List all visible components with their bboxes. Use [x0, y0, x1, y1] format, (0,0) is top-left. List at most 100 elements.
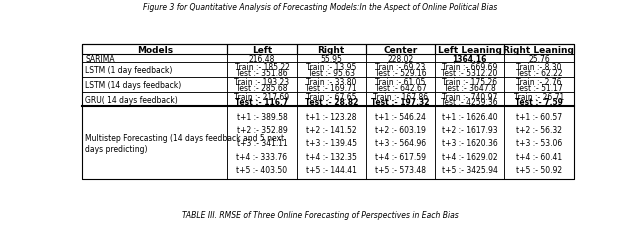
- Bar: [296, 55, 366, 63]
- Bar: [296, 107, 366, 180]
- Text: t+4 :- 1629.02: t+4 :- 1629.02: [442, 152, 497, 161]
- Text: SARIMA: SARIMA: [86, 54, 115, 63]
- Text: t+2 :- 1617.93: t+2 :- 1617.93: [442, 126, 497, 135]
- Bar: [366, 92, 435, 107]
- Text: t+1 :- 389.58: t+1 :- 389.58: [237, 112, 287, 121]
- Text: t+4 :- 132.35: t+4 :- 132.35: [306, 152, 356, 161]
- Bar: [504, 55, 573, 63]
- Text: Models: Models: [137, 45, 173, 54]
- Bar: [83, 92, 227, 107]
- Text: Test :- 197.32: Test :- 197.32: [371, 98, 429, 107]
- Text: t+1 :- 60.57: t+1 :- 60.57: [516, 112, 562, 121]
- Bar: [366, 107, 435, 180]
- Text: t+4 :- 60.41: t+4 :- 60.41: [516, 152, 562, 161]
- Text: Right Leaning: Right Leaning: [504, 45, 574, 54]
- Text: t+4 :- 333.76: t+4 :- 333.76: [236, 152, 287, 161]
- Bar: [435, 77, 504, 92]
- Text: Test :- 529.16: Test :- 529.16: [374, 68, 426, 77]
- Text: t+1 :- 546.24: t+1 :- 546.24: [375, 112, 426, 121]
- Text: Train :- 740.97: Train :- 740.97: [442, 92, 497, 101]
- Text: Test :- 169.71: Test :- 169.71: [305, 83, 357, 92]
- Text: 55.95: 55.95: [320, 54, 342, 63]
- Bar: [227, 63, 296, 77]
- Bar: [504, 45, 573, 55]
- Text: Test :- 4259.36: Test :- 4259.36: [442, 98, 498, 107]
- Bar: [296, 77, 366, 92]
- Text: TABLE III. RMSE of Three Online Forecasting of Perspectives in Each Bias: TABLE III. RMSE of Three Online Forecast…: [182, 210, 458, 219]
- Bar: [227, 77, 296, 92]
- Text: t+3 :- 341.11: t+3 :- 341.11: [237, 139, 287, 148]
- Bar: [504, 77, 573, 92]
- Text: t+2 :- 352.89: t+2 :- 352.89: [237, 126, 287, 135]
- Bar: [296, 45, 366, 55]
- Text: Train :- 67.65: Train :- 67.65: [306, 92, 356, 101]
- Text: Left Leaning: Left Leaning: [438, 45, 502, 54]
- Text: Test :- 7.59: Test :- 7.59: [515, 98, 563, 107]
- Text: t+2 :- 141.52: t+2 :- 141.52: [306, 126, 356, 135]
- Text: t+3 :- 1620.36: t+3 :- 1620.36: [442, 139, 497, 148]
- Text: Figure 3 for Quantitative Analysis of Forecasting Models:In the Aspect of Online: Figure 3 for Quantitative Analysis of Fo…: [143, 3, 497, 12]
- Text: Train :- 61.05: Train :- 61.05: [375, 77, 426, 86]
- Bar: [504, 92, 573, 107]
- Text: LSTM (1 day feedback): LSTM (1 day feedback): [86, 65, 173, 74]
- Text: t+5 :- 144.41: t+5 :- 144.41: [306, 165, 356, 174]
- Text: Train :- 69.23: Train :- 69.23: [375, 63, 426, 72]
- Bar: [296, 92, 366, 107]
- Text: Train :- 217.69: Train :- 217.69: [234, 92, 289, 101]
- Text: Test :- 3647.8: Test :- 3647.8: [444, 83, 495, 92]
- Bar: [296, 63, 366, 77]
- Text: Left: Left: [252, 45, 272, 54]
- Text: t+1 :- 123.28: t+1 :- 123.28: [306, 112, 356, 121]
- Text: LSTM (14 days feedback): LSTM (14 days feedback): [86, 80, 182, 89]
- Bar: [227, 55, 296, 63]
- Text: Test :- 285.68: Test :- 285.68: [236, 83, 288, 92]
- Text: Train :- 8.30: Train :- 8.30: [516, 63, 562, 72]
- Text: Train :- 26.71: Train :- 26.71: [514, 92, 564, 101]
- Bar: [366, 45, 435, 55]
- Bar: [83, 45, 573, 180]
- Bar: [83, 55, 227, 63]
- Text: t+5 :- 50.92: t+5 :- 50.92: [516, 165, 562, 174]
- Bar: [504, 63, 573, 77]
- Text: t+3 :- 139.45: t+3 :- 139.45: [306, 139, 356, 148]
- Text: t+2 :- 603.19: t+2 :- 603.19: [375, 126, 426, 135]
- Text: t+3 :- 564.96: t+3 :- 564.96: [375, 139, 426, 148]
- Text: t+1 :- 1626.40: t+1 :- 1626.40: [442, 112, 497, 121]
- Text: Multistep Forecasting (14 days feedback and 5 next
days predicting): Multistep Forecasting (14 days feedback …: [86, 133, 285, 153]
- Text: t+5 :- 3425.94: t+5 :- 3425.94: [442, 165, 498, 174]
- Text: Center: Center: [383, 45, 417, 54]
- Text: t+5 :- 573.48: t+5 :- 573.48: [375, 165, 426, 174]
- Bar: [435, 45, 504, 55]
- Bar: [435, 107, 504, 180]
- Text: Test :- 5312.20: Test :- 5312.20: [442, 68, 498, 77]
- Text: Test :- 28.82: Test :- 28.82: [305, 98, 358, 107]
- Text: Train :- 175.26: Train :- 175.26: [442, 77, 497, 86]
- Bar: [366, 77, 435, 92]
- Text: Train :- 185.22: Train :- 185.22: [234, 63, 289, 72]
- Bar: [366, 63, 435, 77]
- Bar: [227, 92, 296, 107]
- Bar: [83, 107, 227, 180]
- Bar: [435, 92, 504, 107]
- Text: Test :- 62.22: Test :- 62.22: [516, 68, 562, 77]
- Text: Test :- 116.7: Test :- 116.7: [236, 98, 289, 107]
- Text: t+2 :- 56.32: t+2 :- 56.32: [516, 126, 562, 135]
- Text: 228.02: 228.02: [387, 54, 413, 63]
- Bar: [83, 77, 227, 92]
- Bar: [83, 63, 227, 77]
- Text: Test :- 51.17: Test :- 51.17: [516, 83, 563, 92]
- Text: 1364.16: 1364.16: [452, 54, 487, 63]
- Text: 216.48: 216.48: [249, 54, 275, 63]
- Text: Train :- 193.23: Train :- 193.23: [234, 77, 289, 86]
- Text: t+4 :- 617.59: t+4 :- 617.59: [375, 152, 426, 161]
- Bar: [435, 63, 504, 77]
- Text: Test :- 351.86: Test :- 351.86: [236, 68, 288, 77]
- Bar: [227, 45, 296, 55]
- Bar: [435, 55, 504, 63]
- Text: t+5 :- 403.50: t+5 :- 403.50: [236, 165, 287, 174]
- Text: Train :- 13.95: Train :- 13.95: [306, 63, 356, 72]
- Text: Train :- 669.69: Train :- 669.69: [442, 63, 497, 72]
- Text: Train :- 2.76: Train :- 2.76: [516, 77, 562, 86]
- Text: Test :- 642.67: Test :- 642.67: [374, 83, 426, 92]
- Bar: [227, 107, 296, 180]
